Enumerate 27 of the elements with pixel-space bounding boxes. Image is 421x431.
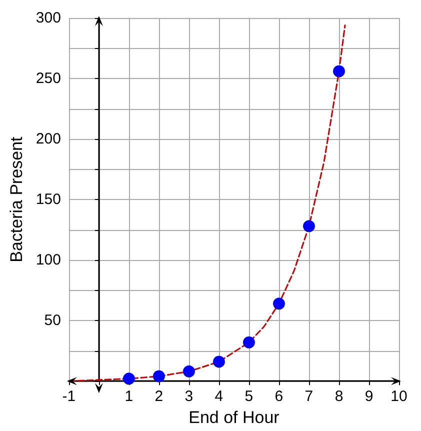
point xyxy=(302,220,315,232)
y-tick-label: 50 xyxy=(44,312,61,330)
point xyxy=(212,356,225,368)
point xyxy=(272,298,285,310)
y-axis-title: Bacteria Present xyxy=(7,136,26,262)
x-tick-label: 7 xyxy=(304,388,314,406)
y-tick-label: 200 xyxy=(36,130,61,148)
x-tick-label: 8 xyxy=(334,388,344,406)
x-tick-label: 6 xyxy=(274,388,284,406)
x-tick-label: 3 xyxy=(184,388,194,406)
x-tick-label: 9 xyxy=(364,388,374,406)
point xyxy=(242,336,255,348)
x-tick-label: 2 xyxy=(154,388,164,406)
x-tick-label: 5 xyxy=(244,388,254,406)
y-tick-label: 100 xyxy=(36,252,61,269)
point xyxy=(333,65,345,78)
x-tick-label: -1 xyxy=(62,388,76,406)
y-tick-label: 300 xyxy=(36,10,61,26)
x-tick-label: 10 xyxy=(390,388,408,406)
x-axis-title: End of Hour xyxy=(188,408,280,427)
x-tick-label: 1 xyxy=(124,388,134,406)
point xyxy=(152,370,165,382)
y-tick-label: 150 xyxy=(36,191,61,208)
point xyxy=(182,365,195,378)
x-tick-label: 4 xyxy=(214,388,224,406)
point xyxy=(122,372,135,385)
y-tick-label: 250 xyxy=(36,70,61,88)
